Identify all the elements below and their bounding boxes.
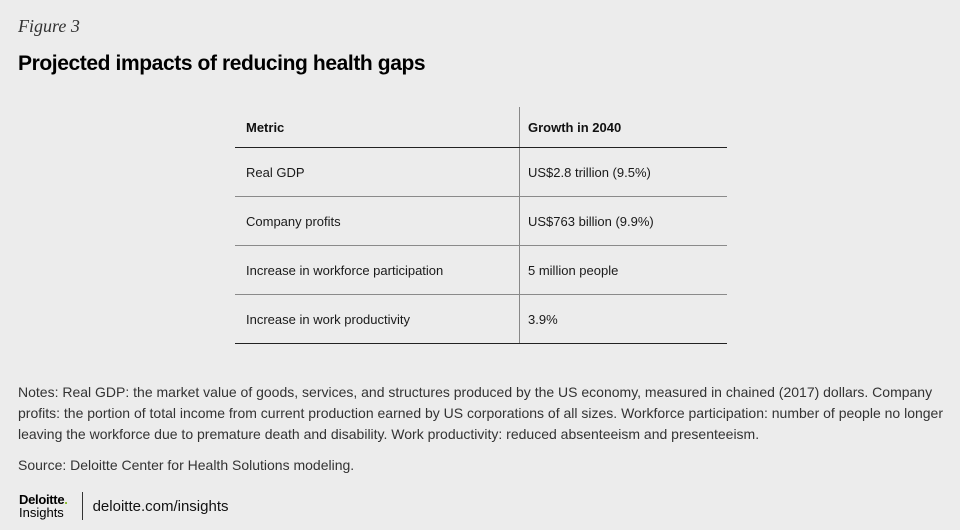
site-link[interactable]: deloitte.com/insights	[92, 497, 229, 515]
source-text: Source: Deloitte Center for Health Solut…	[18, 457, 355, 473]
growth-cell: 3.9%	[519, 294, 727, 344]
logo-subtitle: Insights	[19, 505, 64, 520]
table-row: Real GDP US$2.8 trillion (9.5%)	[235, 147, 727, 197]
growth-cell: 5 million people	[519, 245, 727, 295]
growth-cell: US$2.8 trillion (9.5%)	[519, 147, 727, 197]
logo-wordmark: Deloitte	[19, 492, 65, 507]
footer-divider	[81, 492, 83, 520]
metric-cell: Increase in work productivity	[235, 294, 520, 344]
table-row: Increase in workforce participation 5 mi…	[235, 245, 727, 295]
metric-cell: Company profits	[235, 196, 520, 246]
notes-text: Notes: Real GDP: the market value of goo…	[18, 384, 943, 442]
table-header-row: Metric Growth in 2040	[235, 107, 727, 148]
column-header-growth: Growth in 2040	[519, 107, 727, 148]
metrics-table: Metric Growth in 2040 Real GDP US$2.8 tr…	[235, 107, 727, 344]
column-header-metric: Metric	[235, 107, 520, 148]
table-row: Increase in work productivity 3.9%	[235, 294, 727, 344]
figure-label: Figure 3	[18, 16, 80, 36]
metric-cell: Increase in workforce participation	[235, 245, 520, 295]
logo-green-dot: .	[64, 492, 68, 507]
metric-cell: Real GDP	[235, 147, 520, 197]
growth-cell: US$763 billion (9.9%)	[519, 196, 727, 246]
table-row: Company profits US$763 billion (9.9%)	[235, 196, 727, 246]
deloitte-insights-logo: Deloitte. Insights	[19, 493, 68, 519]
page-title: Projected impacts of reducing health gap…	[18, 52, 426, 75]
footer: Deloitte. Insights deloitte.com/insights	[19, 491, 229, 521]
